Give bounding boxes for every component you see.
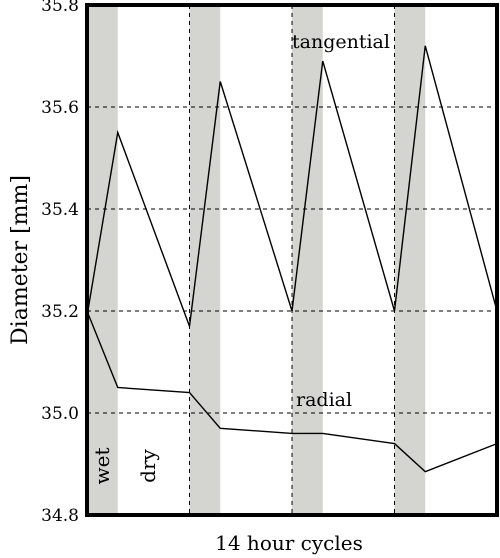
y-tick-label: 35.8 [41, 0, 79, 16]
grid-group [87, 5, 497, 515]
wet-annotation: wet [90, 448, 114, 485]
y-tick-labels: 34.8 35.0 35.2 35.4 35.6 35.8 [41, 0, 79, 526]
x-axis-label: 14 hour cycles [215, 531, 363, 555]
series-radial [86, 310, 498, 473]
radial-label: radial [296, 389, 352, 411]
y-tick-label: 35.2 [41, 302, 79, 322]
plot-frame [85, 3, 499, 517]
y-tick-label: 34.8 [41, 506, 79, 526]
series-group [86, 45, 498, 473]
y-tick-label: 35.0 [41, 404, 79, 424]
series-tangential [86, 45, 498, 327]
y-tick-label: 35.6 [41, 98, 79, 118]
tangential-label: tangential [292, 31, 390, 53]
wet-period-1 [87, 5, 118, 515]
y-axis-label: Diameter [mm] [8, 175, 33, 345]
wet-period-3 [292, 5, 323, 515]
dry-annotation: dry [136, 448, 160, 482]
wet-period-2 [189, 5, 221, 515]
wet-shading-group [87, 5, 426, 515]
y-tick-label: 35.4 [41, 200, 79, 220]
